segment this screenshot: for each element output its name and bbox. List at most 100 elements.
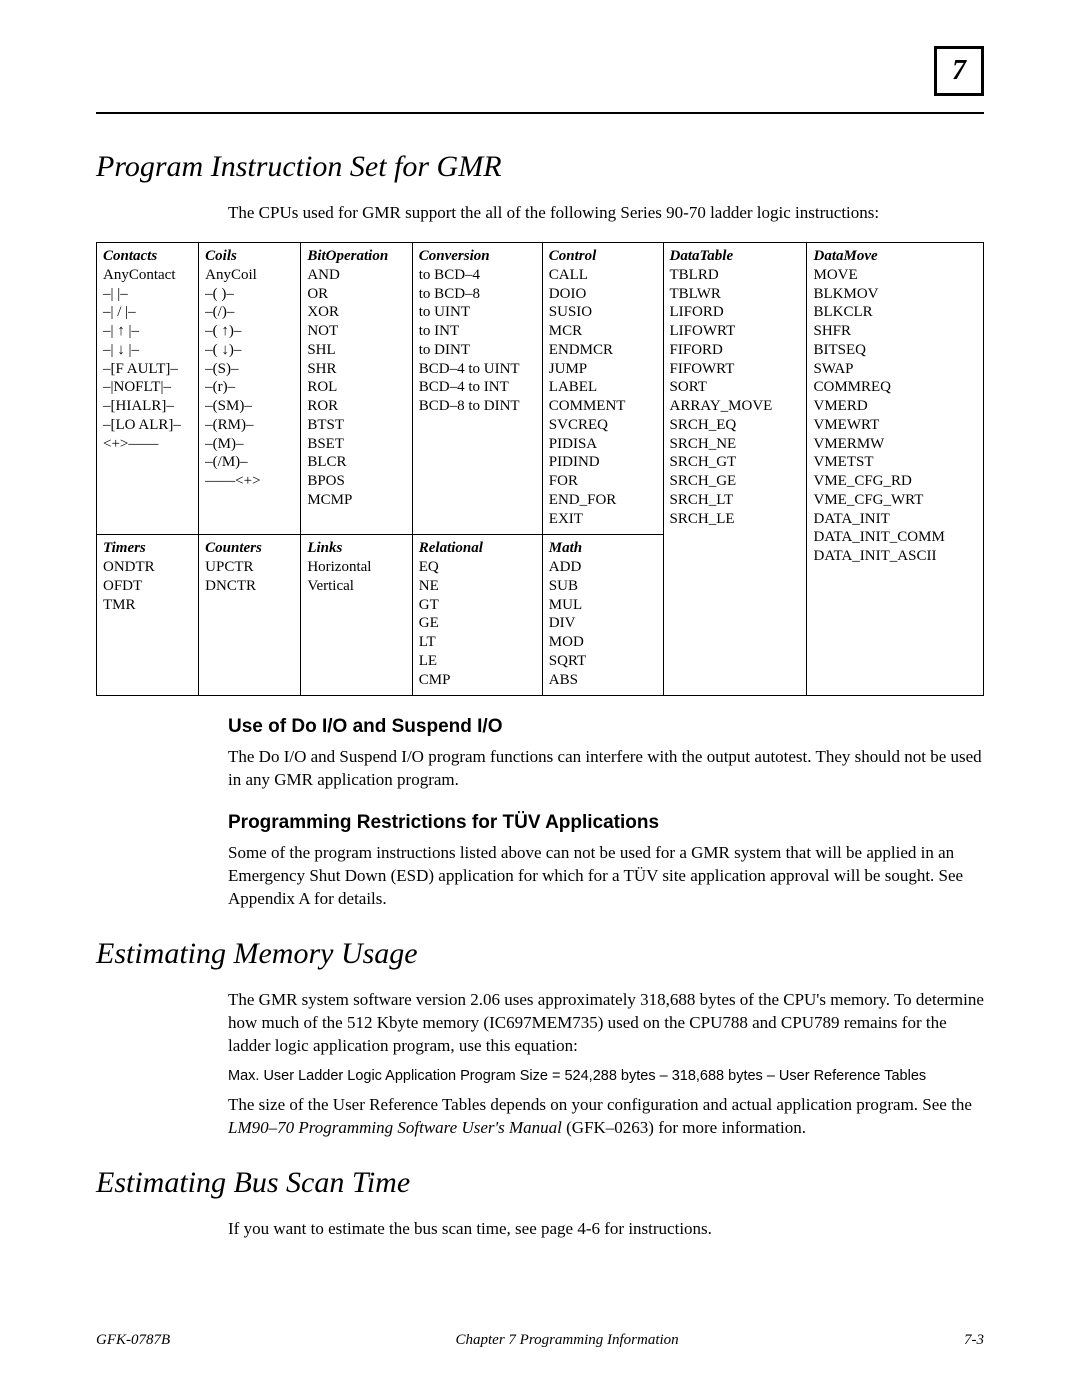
instruction-item: ENDMCR — [549, 341, 657, 360]
manual-title: LM90–70 Programming Software User's Manu… — [228, 1118, 562, 1137]
instruction-item: –(M)– — [205, 435, 294, 454]
instruction-item: PIDISA — [549, 435, 657, 454]
instruction-item: SHL — [307, 341, 405, 360]
instruction-item: VMETST — [813, 453, 977, 472]
instruction-item: –|NOFLT|– — [103, 378, 192, 397]
instruction-item: –| ↑ |– — [103, 322, 192, 341]
instruction-item: TBLWR — [670, 285, 801, 304]
cell-coils: CoilsAnyCoil–( )––(/)––( ↑)––( ↓)––(S)––… — [199, 243, 301, 535]
instruction-item: BSET — [307, 435, 405, 454]
instruction-item: –| / |– — [103, 303, 192, 322]
chapter-number-box: 7 — [934, 46, 984, 96]
text-run: (GFK–0263) for more information. — [562, 1118, 806, 1137]
instruction-item: DATA_INIT_COMM — [813, 528, 977, 547]
subheading-do-io: Use of Do I/O and Suspend I/O — [228, 716, 984, 738]
instruction-item: PIDIND — [549, 453, 657, 472]
paragraph-bus-scan: If you want to estimate the bus scan tim… — [228, 1218, 984, 1241]
cell-relational: RelationalEQNEGTGELTLECMP — [412, 535, 542, 696]
instruction-item: LT — [419, 633, 536, 652]
instruction-item: CALL — [549, 266, 657, 285]
instruction-item: NE — [419, 577, 536, 596]
footer-chapter-title: Chapter 7 Programming Information — [455, 1332, 678, 1349]
instruction-item: JUMP — [549, 360, 657, 379]
instruction-item: SRCH_LT — [670, 491, 801, 510]
cell-datamove: DataMoveMOVEBLKMOVBLKCLRSHFRBITSEQSWAPCO… — [807, 243, 984, 696]
instruction-item: Horizontal — [307, 558, 405, 577]
instruction-item: VME_CFG_RD — [813, 472, 977, 491]
heading-memory-usage: Estimating Memory Usage — [96, 937, 984, 971]
instruction-item: MOD — [549, 633, 657, 652]
page-content: Program Instruction Set for GMR The CPUs… — [96, 150, 984, 1241]
instruction-item: VMEWRT — [813, 416, 977, 435]
paragraph-memory-1: The GMR system software version 2.06 use… — [228, 989, 984, 1058]
instruction-item: –(/)– — [205, 303, 294, 322]
instruction-item: COMMENT — [549, 397, 657, 416]
instruction-item: SRCH_GT — [670, 453, 801, 472]
instruction-item: MCMP — [307, 491, 405, 510]
instruction-item: LIFOWRT — [670, 322, 801, 341]
instruction-item: VME_CFG_WRT — [813, 491, 977, 510]
instruction-item: BLKMOV — [813, 285, 977, 304]
cell-control: ControlCALLDOIOSUSIOMCRENDMCRJUMPLABELCO… — [542, 243, 663, 535]
paragraph-do-io: The Do I/O and Suspend I/O program funct… — [228, 746, 984, 792]
instruction-item: BCD–8 to DINT — [419, 397, 536, 416]
footer-doc-id: GFK-0787B — [96, 1332, 170, 1349]
instruction-item: AnyCoil — [205, 266, 294, 285]
instruction-item: UPCTR — [205, 558, 294, 577]
header-rule — [96, 112, 984, 114]
instruction-item: SRCH_NE — [670, 435, 801, 454]
instruction-item: SRCH_GE — [670, 472, 801, 491]
instruction-item: NOT — [307, 322, 405, 341]
instruction-item: XOR — [307, 303, 405, 322]
column-header: Coils — [205, 247, 294, 266]
column-header: Timers — [103, 539, 192, 558]
paragraph-memory-2: The size of the User Reference Tables de… — [228, 1094, 984, 1140]
instruction-item: MOVE — [813, 266, 977, 285]
column-header: Control — [549, 247, 657, 266]
intro-paragraph: The CPUs used for GMR support the all of… — [228, 202, 984, 224]
instruction-item: <+>—— — [103, 435, 192, 454]
instruction-item: ADD — [549, 558, 657, 577]
instruction-item: GT — [419, 596, 536, 615]
instruction-item: DOIO — [549, 285, 657, 304]
instruction-item: BLKCLR — [813, 303, 977, 322]
instruction-item: EXIT — [549, 510, 657, 529]
column-header: Relational — [419, 539, 536, 558]
instruction-item: VMERD — [813, 397, 977, 416]
column-header: Conversion — [419, 247, 536, 266]
instruction-item: MCR — [549, 322, 657, 341]
column-header: DataMove — [813, 247, 977, 266]
instruction-item: DNCTR — [205, 577, 294, 596]
chapter-number: 7 — [952, 55, 966, 87]
instruction-item: AND — [307, 266, 405, 285]
heading-bus-scan: Estimating Bus Scan Time — [96, 1166, 984, 1200]
instruction-item: DATA_INIT — [813, 510, 977, 529]
instruction-item: –[HIALR]– — [103, 397, 192, 416]
instruction-item: ROR — [307, 397, 405, 416]
instruction-item: SUB — [549, 577, 657, 596]
instruction-item: to BCD–4 — [419, 266, 536, 285]
instruction-item: –| |– — [103, 285, 192, 304]
instruction-item: EQ — [419, 558, 536, 577]
instruction-item: ARRAY_MOVE — [670, 397, 801, 416]
column-header: Math — [549, 539, 657, 558]
instruction-item: –( ↓)– — [205, 341, 294, 360]
column-header: Contacts — [103, 247, 192, 266]
instruction-item: TMR — [103, 596, 192, 615]
instruction-item: SORT — [670, 378, 801, 397]
instruction-item: SHFR — [813, 322, 977, 341]
instruction-item: –( ↑)– — [205, 322, 294, 341]
subheading-tuv: Programming Restrictions for TÜV Applica… — [228, 812, 984, 834]
instruction-item: to DINT — [419, 341, 536, 360]
instruction-item: to UINT — [419, 303, 536, 322]
page-footer: GFK-0787B Chapter 7 Programming Informat… — [96, 1332, 984, 1349]
cell-datatable: DataTableTBLRDTBLWRLIFORDLIFOWRTFIFORDFI… — [663, 243, 807, 696]
instruction-item: BCD–4 to UINT — [419, 360, 536, 379]
instruction-item: BLCR — [307, 453, 405, 472]
instruction-item: –(/M)– — [205, 453, 294, 472]
heading-program-instruction-set: Program Instruction Set for GMR — [96, 150, 984, 184]
instruction-item: –| ↓ |– — [103, 341, 192, 360]
instruction-item: END_FOR — [549, 491, 657, 510]
text-run: The size of the User Reference Tables de… — [228, 1095, 972, 1114]
instruction-item: SUSIO — [549, 303, 657, 322]
